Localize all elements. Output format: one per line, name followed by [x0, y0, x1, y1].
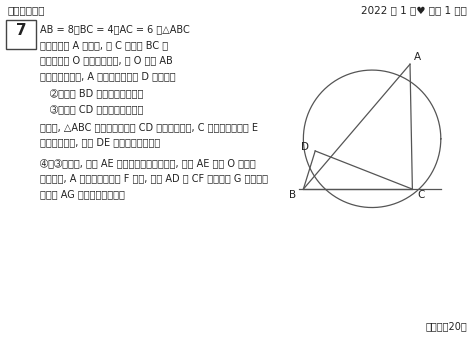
Text: ➃　➂のとき, 線分 AE の長さを求めよ。また, 直線 AE と円 O の交点: ➃ ➂のとき, 線分 AE の長さを求めよ。また, 直線 AE と円 O の交点	[40, 158, 256, 168]
Text: 7: 7	[16, 23, 26, 39]
Text: （配点　20）: （配点 20）	[425, 321, 467, 331]
Text: D: D	[301, 143, 309, 152]
Text: とするとき, 線分 DE の長さを求めよ。: とするとき, 線分 DE の長さを求めよ。	[40, 137, 161, 147]
Text: 接する円を O とする。また, 円 O と辺 AB: 接する円を O とする。また, 円 O と辺 AB	[40, 56, 173, 66]
Text: A: A	[413, 52, 421, 61]
Text: との交点のうち, A でない方の点を D とする。: との交点のうち, A でない方の点を D とする。	[40, 71, 176, 81]
Text: 2022 年 1 月♥ 研高 1 模試: 2022 年 1 月♥ 研高 1 模試	[361, 5, 467, 15]
Text: AB = 8，BC = 4，AC = 6 の△ABC: AB = 8，BC = 4，AC = 6 の△ABC	[40, 24, 190, 34]
Text: ➂　線分 CD の長さを求めよ。: ➂ 線分 CD の長さを求めよ。	[50, 104, 143, 114]
Text: がある。点 A を通り, 点 C で直線 BC に: がある。点 A を通り, 点 C で直線 BC に	[40, 40, 168, 50]
Text: B: B	[289, 191, 297, 200]
Text: C: C	[417, 191, 425, 200]
Text: 『選択問題』: 『選択問題』	[7, 5, 45, 15]
Text: ➁　線分 BD の長さを求めよ。: ➁ 線分 BD の長さを求めよ。	[50, 88, 143, 99]
Text: 線分 AG の長さを求めよ。: 線分 AG の長さを求めよ。	[40, 189, 125, 199]
Text: また, △ABC の外接円と直線 CD の交点のうち, C でない方の点を E: また, △ABC の外接円と直線 CD の交点のうち, C でない方の点を E	[40, 122, 258, 132]
Text: のうち, A でない方の点を F とし, 直線 AD と CF の交点を G とする。: のうち, A でない方の点を F とし, 直線 AD と CF の交点を G と…	[40, 174, 268, 184]
FancyBboxPatch shape	[6, 20, 36, 49]
